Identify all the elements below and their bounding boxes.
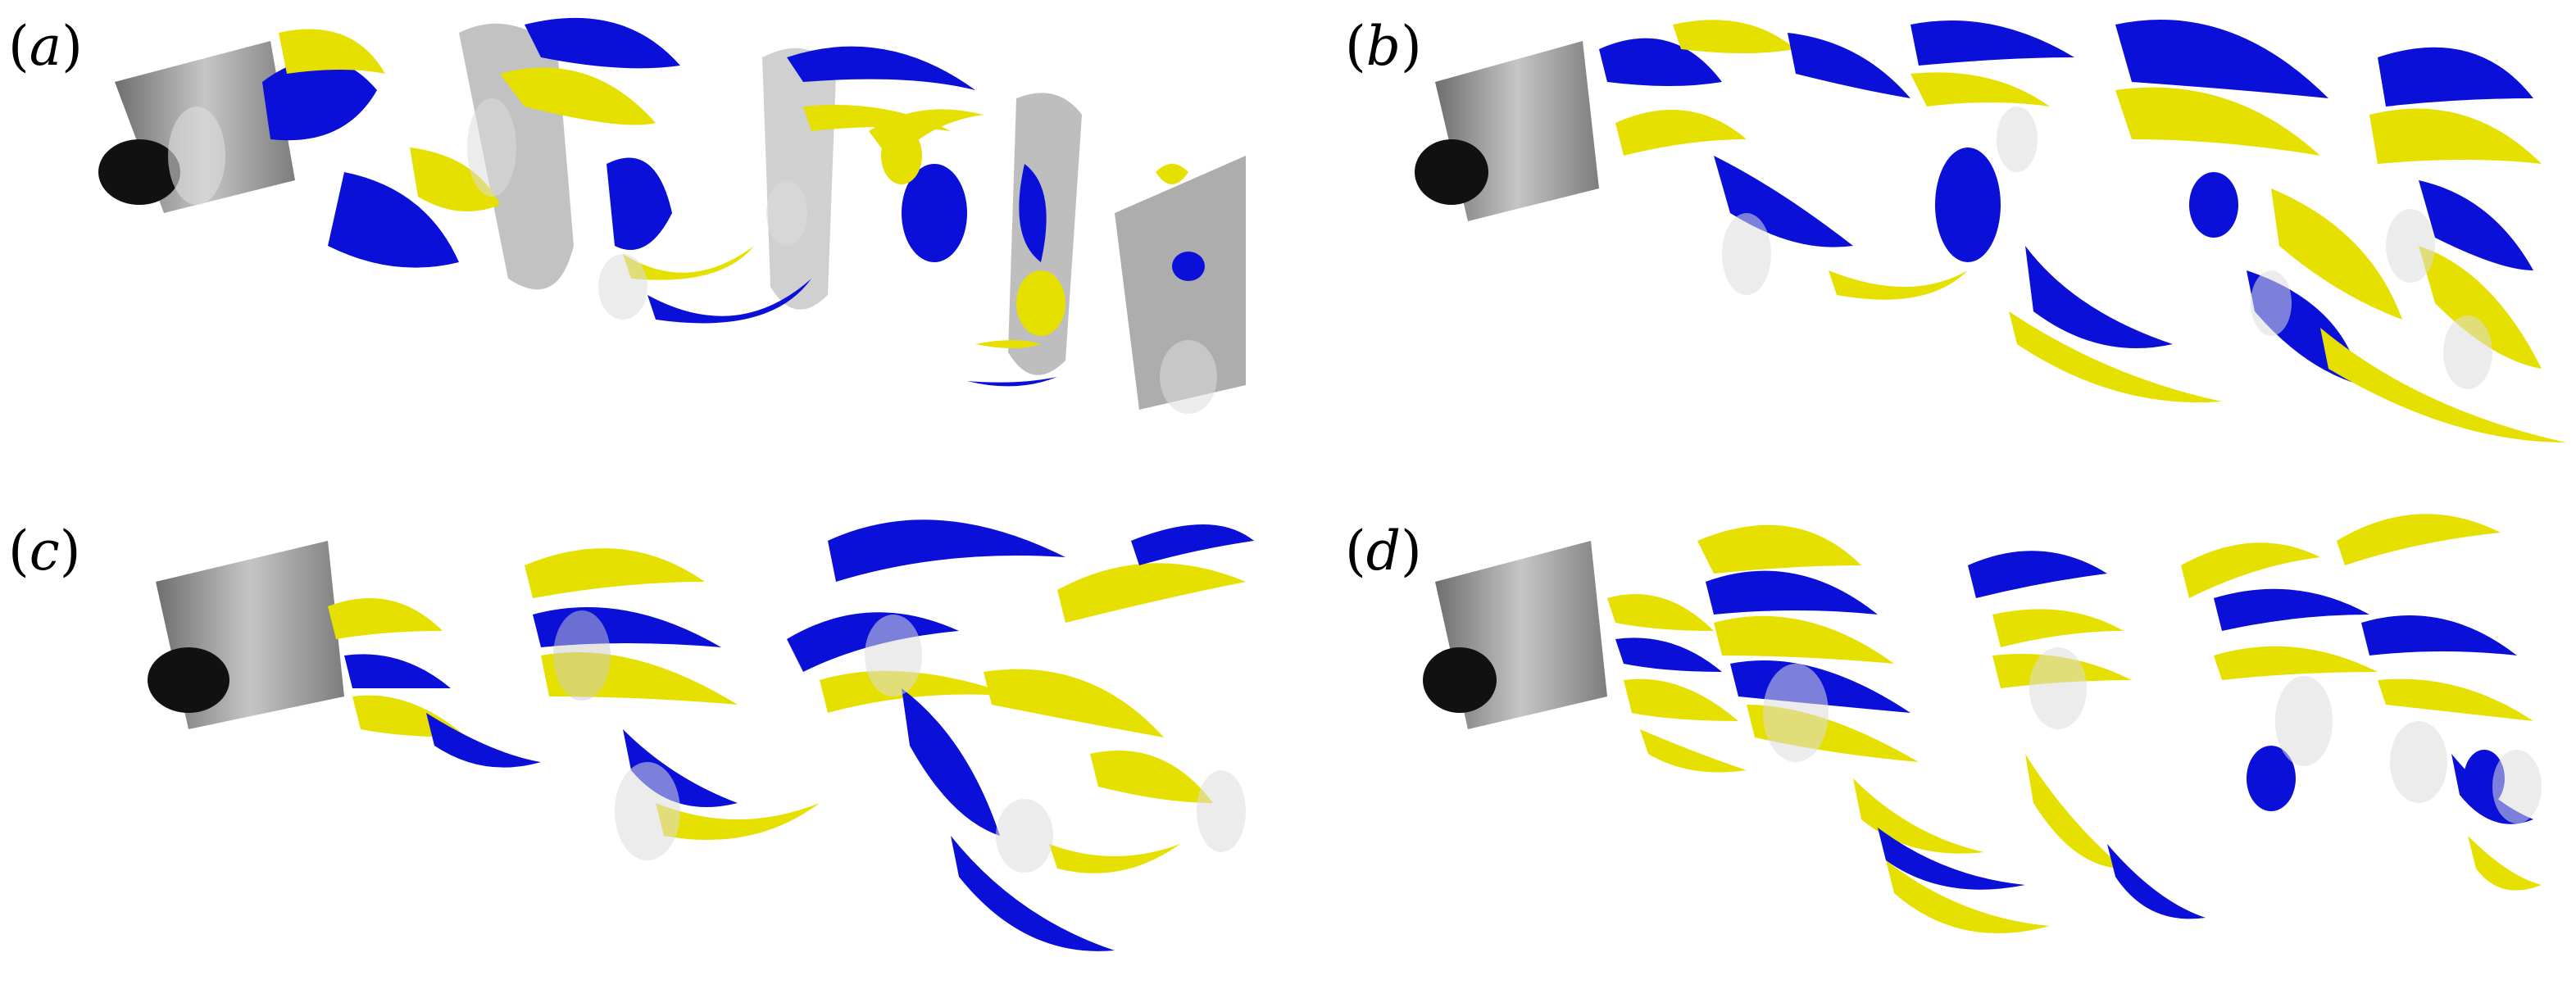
panel-c: (c) xyxy=(0,492,1288,989)
vortex-visualization-d xyxy=(1423,514,2542,933)
vortex-visualization-c xyxy=(148,519,1254,951)
panel-b: (b) xyxy=(1288,0,2576,492)
vortex-visualization-b xyxy=(1415,20,2566,442)
vortex-visualization-a xyxy=(98,17,1246,414)
panel-label-b: (b) xyxy=(1345,15,1422,78)
panel-label-d: (d) xyxy=(1345,519,1422,583)
panel-label-c: (c) xyxy=(8,519,81,583)
panel-label-a: (a) xyxy=(8,15,83,78)
panel-d: (d) xyxy=(1288,492,2576,989)
panel-a: (a) xyxy=(0,0,1288,492)
